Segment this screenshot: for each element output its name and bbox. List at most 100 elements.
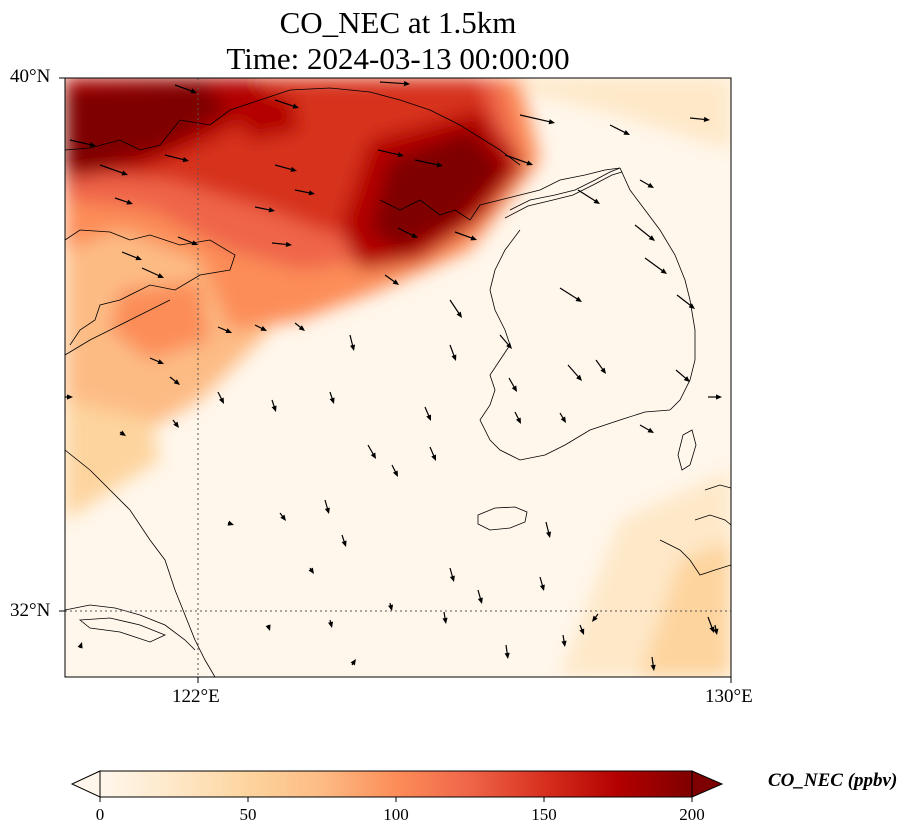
gridlines xyxy=(65,78,731,677)
colorbar-label-200: 200 xyxy=(679,805,705,824)
wind-arrow-head xyxy=(218,397,224,404)
map-frame xyxy=(64,77,732,678)
wind-arrow-head xyxy=(89,142,96,148)
wind-arrow-head xyxy=(173,379,180,385)
lat-label-32n: 32°N xyxy=(10,600,51,621)
map-title-line2: Time: 2024-03-13 00:00:00 xyxy=(226,41,570,76)
wind-arrow-head xyxy=(623,129,630,135)
wind-arrow-head xyxy=(227,520,234,526)
wind-arrow xyxy=(414,159,441,166)
wind-arrow-head xyxy=(648,235,655,241)
wind-arrow xyxy=(449,299,461,316)
wind-arrow-head xyxy=(341,540,347,547)
jeju-island xyxy=(477,506,528,531)
coastline-yangtze-island xyxy=(78,617,167,643)
coastline-liaodong xyxy=(65,87,521,166)
wind-arrow-head xyxy=(426,414,432,421)
wind-arrow-head xyxy=(135,255,142,261)
wind-arrow xyxy=(609,124,628,135)
wind-arrow-head xyxy=(77,642,83,649)
wind-arrow-head xyxy=(290,166,297,172)
wind-arrow-head xyxy=(260,325,267,331)
coastline-korea-west xyxy=(479,229,671,461)
wind-arrow xyxy=(504,154,531,165)
wind-arrow-head xyxy=(647,182,654,188)
colorbar-label-150: 150 xyxy=(531,805,557,824)
wind-arrow-head xyxy=(308,190,315,196)
wind-arrow-head xyxy=(157,273,164,278)
wind-arrow-head xyxy=(660,268,667,274)
wind-arrow xyxy=(577,189,598,203)
map-title-line1: CO_NEC at 1.5km xyxy=(279,5,517,40)
wind-arrow-head xyxy=(370,452,376,459)
colorbar-extend-max xyxy=(691,770,724,798)
wind-arrow-head xyxy=(592,615,598,622)
wind-arrow-head xyxy=(292,103,299,109)
wind-arrow-head xyxy=(403,81,410,87)
wind-arrow xyxy=(274,99,297,108)
lat-label-40n: 40°N xyxy=(10,66,51,87)
wind-arrow xyxy=(567,364,581,380)
wind-arrow-head xyxy=(411,232,418,238)
axis-ticks xyxy=(59,77,732,683)
wind-arrow-head xyxy=(526,160,533,166)
wind-arrow-head xyxy=(436,162,443,168)
colorbar-extend-min xyxy=(70,770,101,798)
dmz-border-2 xyxy=(504,171,623,219)
wind-arrow-head xyxy=(190,88,197,94)
colorbar-label-100: 100 xyxy=(383,805,409,824)
wind-arrow xyxy=(644,257,665,273)
wind-arrow-head xyxy=(713,628,719,635)
wind-arrow-head xyxy=(600,367,606,374)
wind-arrow-head xyxy=(548,119,555,125)
wind-arrow xyxy=(121,251,140,260)
wind-arrow-head xyxy=(431,454,437,461)
lon-label-122e: 122°E xyxy=(172,686,220,707)
wind-arrow-head xyxy=(225,328,232,334)
wind-arrow-head xyxy=(511,385,517,392)
colorbar-label-0: 0 xyxy=(95,805,105,824)
wind-arrow-head xyxy=(397,152,404,158)
wind-arrow-head xyxy=(709,626,715,633)
wind-arrow-head xyxy=(449,575,455,582)
wind-arrow-head xyxy=(268,207,275,213)
wind-arrow-head xyxy=(576,374,582,381)
wind-arrow-head xyxy=(388,604,394,611)
coastline-estuary xyxy=(65,604,196,651)
wind-arrow-head xyxy=(477,597,483,604)
wind-arrow-head xyxy=(392,470,398,477)
wind-arrow-head xyxy=(271,405,277,412)
wind-arrow-head xyxy=(191,240,198,246)
wind-arrow xyxy=(69,139,94,146)
wind-arrow-head xyxy=(716,394,722,400)
wind-arrow-head xyxy=(504,652,510,659)
wind-arrow xyxy=(454,231,475,240)
wind-arrow xyxy=(519,114,553,123)
wind-arrow-head xyxy=(688,303,695,309)
wind-arrow-head xyxy=(173,421,179,428)
wind-arrow-head xyxy=(470,235,477,241)
wind-arrow-head xyxy=(515,417,521,424)
wind-arrow-head xyxy=(703,116,710,122)
wind-arrow-head xyxy=(280,514,286,521)
wind-arrow-head xyxy=(593,198,600,204)
coastline-bohai xyxy=(65,229,236,346)
wind-arrow xyxy=(377,149,402,156)
wind-arrow xyxy=(634,224,654,240)
dmz-border xyxy=(509,167,621,211)
wind-arrow-head xyxy=(285,241,292,247)
colorbar-label-50: 50 xyxy=(239,805,257,824)
wind-arrow-head xyxy=(308,567,314,574)
wind-arrow xyxy=(379,81,408,85)
wind-arrow xyxy=(274,164,295,171)
lon-label-130e: 130°E xyxy=(705,686,753,707)
coastline-north-korea xyxy=(379,167,621,221)
wind-arrow-head xyxy=(119,430,126,436)
coastline-korea-east xyxy=(619,167,696,411)
wind-arrow xyxy=(99,164,126,175)
wind-arrow-head xyxy=(157,359,164,365)
wind-arrow-head xyxy=(121,170,128,176)
wind-arrow-head xyxy=(683,376,690,382)
wind-arrow-head xyxy=(546,531,552,538)
